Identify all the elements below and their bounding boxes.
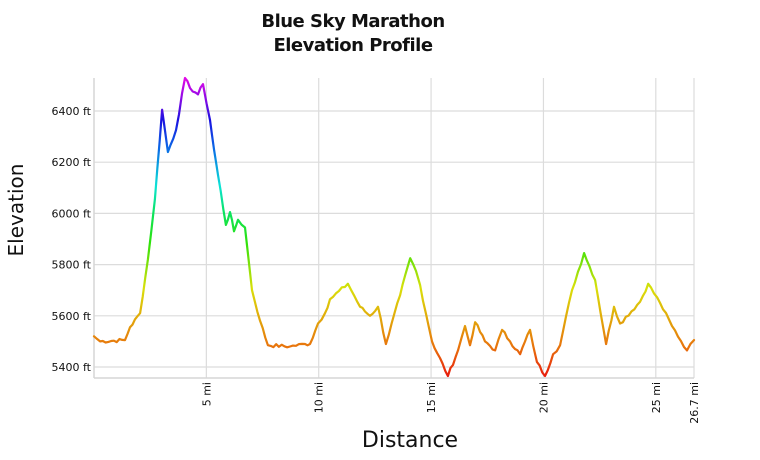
x-tick-label: 10 mi (313, 382, 326, 413)
y-tick-label: 5800 ft (52, 259, 92, 272)
x-tick-label: 5 mi (200, 382, 213, 406)
axes (93, 78, 694, 379)
x-tick-label: 20 mi (537, 382, 550, 413)
grid-lines (94, 78, 695, 378)
y-tick-label: 6200 ft (52, 156, 92, 169)
chart-title-line1: Blue Sky Marathon (261, 11, 445, 32)
chart-title: Blue Sky Marathon Elevation Profile (200, 10, 506, 58)
x-tick-label: 15 mi (425, 382, 438, 413)
y-axis-ticks: 5400 ft 5600 ft 5800 ft 6000 ft 6200 ft 6400 … (52, 105, 92, 374)
y-tick-label: 5600 ft (52, 310, 92, 323)
x-tick-label: 26.7 mi (688, 382, 701, 424)
y-tick-label: 6000 ft (52, 207, 92, 220)
chart-title-line2: Elevation Profile (273, 35, 433, 56)
y-tick-label: 5400 ft (52, 361, 92, 374)
x-tick-label: 25 mi (650, 382, 663, 413)
x-axis-ticks: 5 mi 10 mi 15 mi 20 mi 25 mi 26.7 mi (200, 382, 701, 424)
elevation-line (92, 76, 696, 378)
y-tick-label: 6400 ft (52, 105, 92, 118)
x-axis-title: Distance (361, 428, 459, 453)
